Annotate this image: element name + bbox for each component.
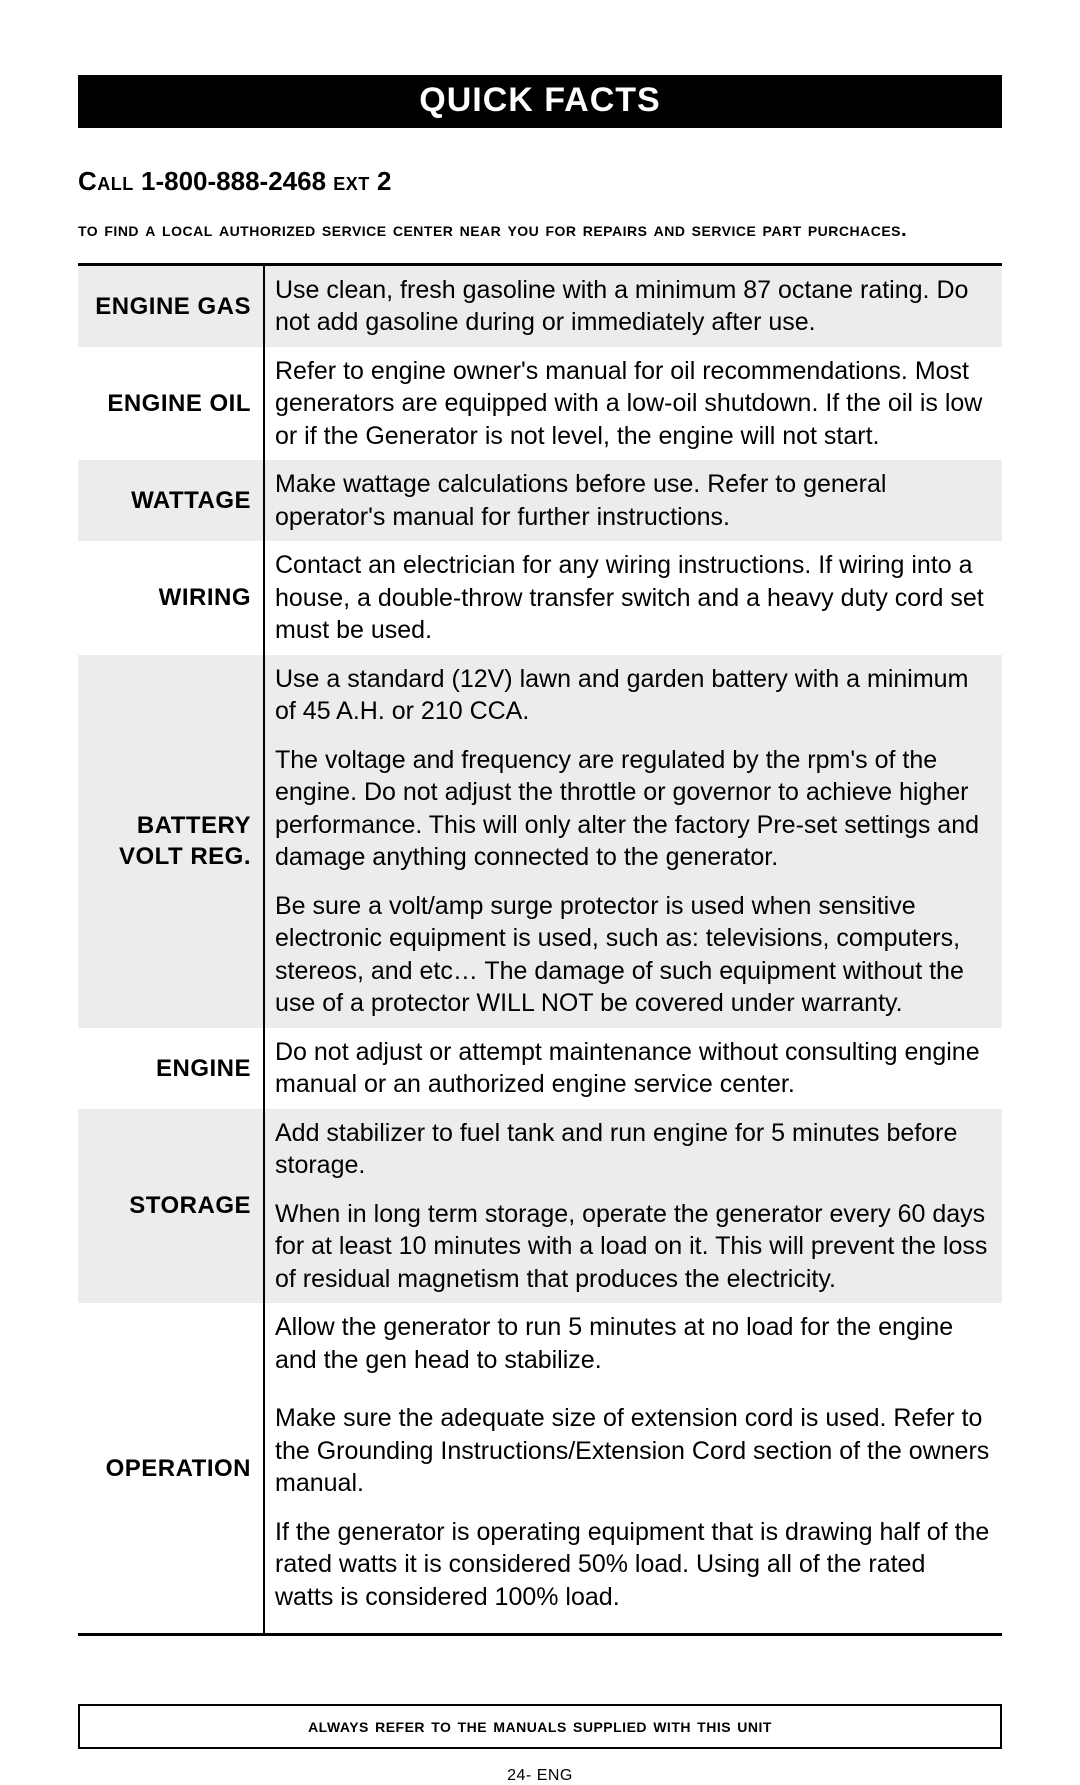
row-desc-wiring: Contact an electrician for any wiring in… <box>264 541 1002 655</box>
table-row: STORAGE Add stabilizer to fuel tank and … <box>78 1109 1002 1190</box>
row-label-engine-oil: ENGINE OIL <box>78 347 264 461</box>
table-row: ENGINE GAS Use clean, fresh gasoline wit… <box>78 264 1002 347</box>
call-prefix: Call <box>78 166 134 196</box>
row-desc-battery-1: Use a standard (12V) lawn and garden bat… <box>264 655 1002 736</box>
page: QUICK FACTS Call 1-800-888-2468 ext 2 to… <box>0 0 1080 1785</box>
row-desc-engine-oil: Refer to engine owner's manual for oil r… <box>264 347 1002 461</box>
row-label-wiring: WIRING <box>78 541 264 655</box>
row-label-storage: STORAGE <box>78 1109 264 1304</box>
row-desc-battery-2: The voltage and frequency are regulated … <box>264 736 1002 882</box>
row-desc-engine-gas: Use clean, fresh gasoline with a minimum… <box>264 264 1002 347</box>
page-title-bar: QUICK FACTS <box>78 75 1002 128</box>
page-title-text: QUICK FACTS <box>419 81 660 119</box>
row-label-operation: OPERATION <box>78 1303 264 1635</box>
row-label-engine-gas: ENGINE GAS <box>78 264 264 347</box>
table-row: ENGINE Do not adjust or attempt maintena… <box>78 1028 1002 1109</box>
call-ext-label: ext <box>333 166 370 196</box>
call-subtext: to find a local authorized service cente… <box>78 215 1002 245</box>
table-row: BATTERY VOLT REG. Use a standard (12V) l… <box>78 655 1002 736</box>
footer-note: always refer to the manuals supplied wit… <box>308 1714 772 1737</box>
row-desc-wattage: Make wattage calculations before use. Re… <box>264 460 1002 541</box>
row-desc-operation-3: If the generator is operating equipment … <box>264 1508 1002 1635</box>
row-desc-engine: Do not adjust or attempt maintenance wit… <box>264 1028 1002 1109</box>
facts-table: ENGINE GAS Use clean, fresh gasoline wit… <box>78 263 1002 1637</box>
row-desc-storage-1: Add stabilizer to fuel tank and run engi… <box>264 1109 1002 1190</box>
row-label-wattage: WATTAGE <box>78 460 264 541</box>
table-row: ENGINE OIL Refer to engine owner's manua… <box>78 347 1002 461</box>
row-desc-storage-2: When in long term storage, operate the g… <box>264 1190 1002 1304</box>
call-number: 1-800-888-2468 <box>141 166 326 196</box>
call-line: Call 1-800-888-2468 ext 2 <box>78 166 1002 197</box>
footer-note-box: always refer to the manuals supplied wit… <box>78 1704 1002 1749</box>
table-row: WIRING Contact an electrician for any wi… <box>78 541 1002 655</box>
call-ext-num: 2 <box>377 166 391 196</box>
row-label-engine: ENGINE <box>78 1028 264 1109</box>
page-number: 24- ENG <box>78 1767 1002 1785</box>
row-desc-battery-3: Be sure a volt/amp surge protector is us… <box>264 882 1002 1028</box>
row-desc-operation-1: Allow the generator to run 5 minutes at … <box>264 1303 1002 1394</box>
table-row: WATTAGE Make wattage calculations before… <box>78 460 1002 541</box>
row-desc-operation-2: Make sure the adequate size of extension… <box>264 1394 1002 1508</box>
table-row: OPERATION Allow the generator to run 5 m… <box>78 1303 1002 1394</box>
row-label-battery: BATTERY VOLT REG. <box>78 655 264 1028</box>
